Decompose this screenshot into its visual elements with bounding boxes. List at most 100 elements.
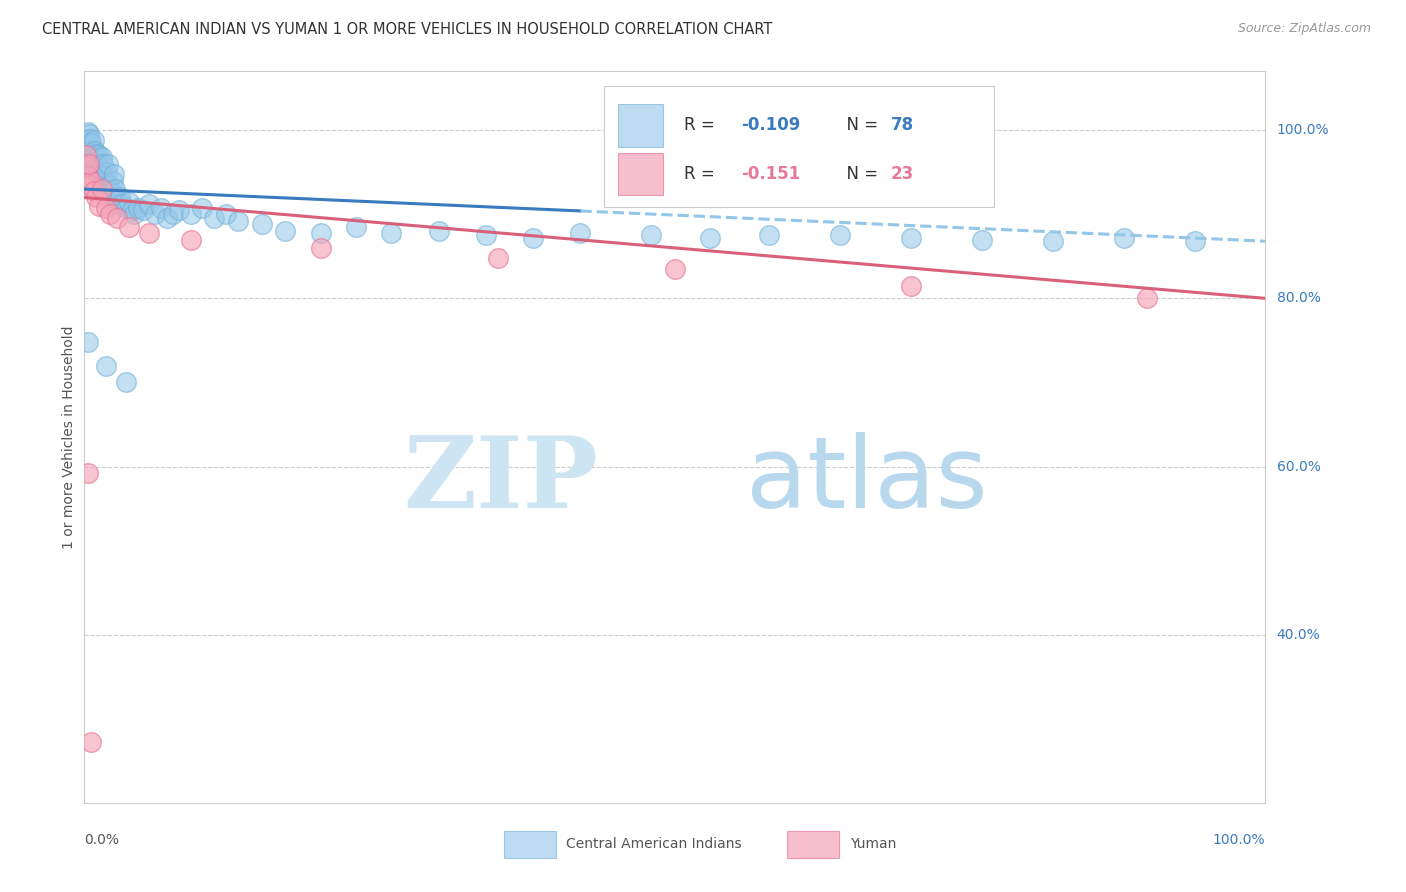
Text: 60.0%: 60.0% xyxy=(1277,459,1320,474)
Text: 0.0%: 0.0% xyxy=(84,833,120,847)
FancyBboxPatch shape xyxy=(503,830,555,858)
Point xyxy=(91,157,114,171)
Point xyxy=(114,376,136,390)
Point xyxy=(274,224,297,238)
Point xyxy=(77,150,100,164)
Point xyxy=(98,178,121,192)
Text: Source: ZipAtlas.com: Source: ZipAtlas.com xyxy=(1237,22,1371,36)
Point xyxy=(80,157,103,171)
Point xyxy=(132,203,155,218)
Point xyxy=(93,169,115,184)
Point xyxy=(758,228,780,243)
Point xyxy=(87,148,110,162)
Point xyxy=(75,131,97,145)
Point xyxy=(90,174,112,188)
Point xyxy=(101,174,124,188)
Point xyxy=(105,192,128,206)
FancyBboxPatch shape xyxy=(619,104,664,146)
Text: 100.0%: 100.0% xyxy=(1277,123,1329,137)
Point xyxy=(77,125,100,139)
Point xyxy=(143,207,166,221)
Point xyxy=(82,145,104,159)
Point xyxy=(111,197,134,211)
Point xyxy=(91,150,114,164)
Point xyxy=(76,159,98,173)
Point xyxy=(94,201,117,215)
Point xyxy=(98,207,121,221)
Point xyxy=(107,197,129,211)
Text: 80.0%: 80.0% xyxy=(1277,292,1320,305)
Text: CENTRAL AMERICAN INDIAN VS YUMAN 1 OR MORE VEHICLES IN HOUSEHOLD CORRELATION CHA: CENTRAL AMERICAN INDIAN VS YUMAN 1 OR MO… xyxy=(42,22,772,37)
Point xyxy=(699,231,721,245)
Point xyxy=(87,169,110,184)
Point xyxy=(486,251,509,265)
Text: atlas: atlas xyxy=(745,433,987,530)
Point xyxy=(522,231,544,245)
Text: R =: R = xyxy=(685,165,720,183)
Point xyxy=(75,148,97,162)
Point xyxy=(77,128,100,142)
Point xyxy=(76,136,98,150)
Point xyxy=(91,182,114,196)
Text: ZIP: ZIP xyxy=(404,433,598,530)
Point xyxy=(121,203,143,218)
Point xyxy=(215,207,238,221)
Point xyxy=(664,261,686,276)
Point xyxy=(79,178,101,192)
Point xyxy=(900,278,922,293)
Point xyxy=(127,201,149,215)
Point xyxy=(118,219,141,234)
Point xyxy=(100,188,122,202)
Point xyxy=(122,207,145,221)
Text: 100.0%: 100.0% xyxy=(1213,833,1265,847)
Point xyxy=(80,735,103,749)
Point xyxy=(900,231,922,245)
Point xyxy=(108,190,131,204)
Point xyxy=(84,190,107,204)
Point xyxy=(77,467,100,481)
Point xyxy=(86,157,108,171)
Point xyxy=(104,182,127,196)
Point xyxy=(89,161,111,175)
Text: 78: 78 xyxy=(891,117,914,135)
Point xyxy=(82,159,104,173)
Text: -0.109: -0.109 xyxy=(741,117,800,135)
Y-axis label: 1 or more Vehicles in Household: 1 or more Vehicles in Household xyxy=(62,326,76,549)
Point xyxy=(427,224,450,238)
Point xyxy=(94,178,117,192)
Point xyxy=(1112,231,1135,245)
Text: N =: N = xyxy=(835,117,883,135)
Text: R =: R = xyxy=(685,117,720,135)
FancyBboxPatch shape xyxy=(619,153,664,195)
Point xyxy=(344,219,367,234)
Point xyxy=(167,203,190,218)
Point xyxy=(87,199,110,213)
FancyBboxPatch shape xyxy=(605,86,994,207)
Point xyxy=(79,131,101,145)
Point xyxy=(103,167,125,181)
Point xyxy=(114,201,136,215)
Point xyxy=(180,233,202,247)
Point xyxy=(1184,234,1206,248)
Point xyxy=(83,184,105,198)
Point xyxy=(162,207,184,221)
Point xyxy=(309,241,332,255)
Point xyxy=(475,228,498,243)
Point xyxy=(156,211,179,226)
Point xyxy=(380,226,402,240)
Point xyxy=(1042,234,1064,248)
Point xyxy=(77,169,100,184)
Point xyxy=(80,136,103,150)
Point xyxy=(77,334,100,349)
Text: -0.151: -0.151 xyxy=(741,165,800,183)
Point xyxy=(830,228,852,243)
Text: Yuman: Yuman xyxy=(849,838,896,852)
Point xyxy=(79,155,101,169)
Point xyxy=(84,145,107,159)
Point xyxy=(118,194,141,209)
Point xyxy=(98,184,121,198)
Point xyxy=(202,211,225,226)
Point xyxy=(970,233,993,247)
Point xyxy=(138,226,160,240)
Point xyxy=(569,226,592,240)
